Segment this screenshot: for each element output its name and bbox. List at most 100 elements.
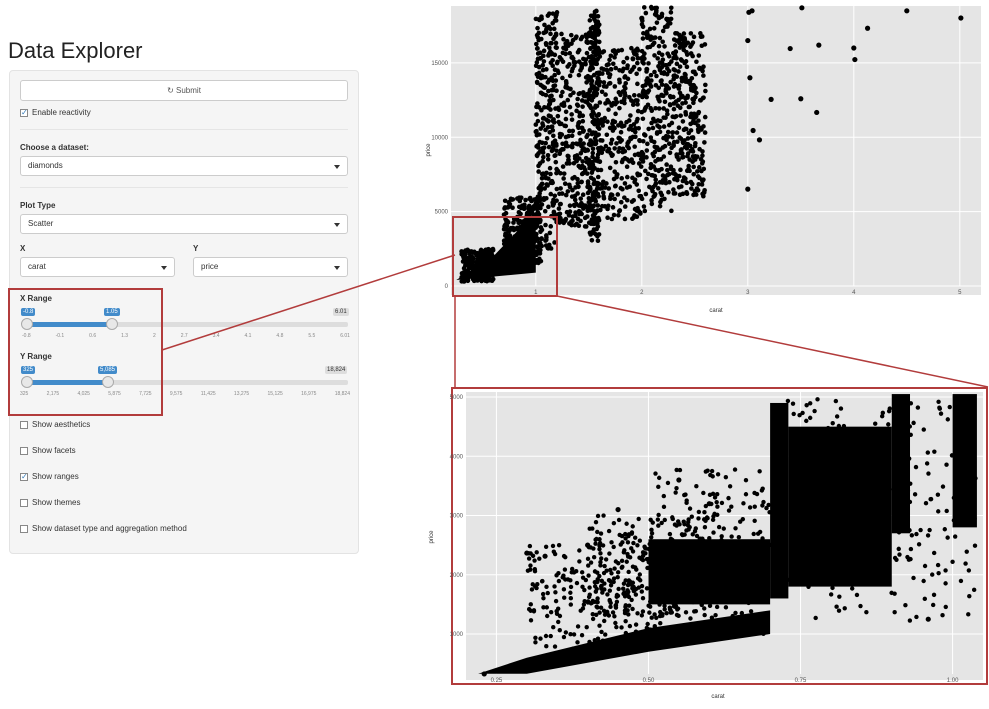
- y-range-high-handle[interactable]: [102, 376, 114, 388]
- data-point: [755, 550, 761, 556]
- data-point: [735, 565, 740, 570]
- data-point: [625, 551, 630, 557]
- data-point: [630, 606, 635, 612]
- data-point: [535, 46, 540, 51]
- data-point: [856, 495, 861, 500]
- data-point: [662, 99, 668, 105]
- data-point: [598, 531, 604, 536]
- data-point: [478, 247, 484, 253]
- data-point: [805, 530, 810, 535]
- data-point: [577, 548, 582, 553]
- data-point: [877, 577, 883, 583]
- data-point: [640, 116, 646, 122]
- data-point: [885, 494, 890, 499]
- data-point: [618, 185, 624, 191]
- data-point: [548, 114, 553, 119]
- show-aesthetics-checkbox[interactable]: Show aesthetics: [20, 420, 90, 429]
- data-point: [748, 609, 754, 614]
- data-point: [699, 600, 705, 605]
- plot-type-select[interactable]: Scatter: [20, 214, 348, 234]
- data-point: [582, 599, 587, 604]
- chevron-down-icon: [334, 165, 340, 169]
- data-point: [547, 11, 552, 16]
- data-point: [647, 541, 652, 547]
- dense-region: [478, 610, 771, 674]
- show-ranges-checkbox[interactable]: ✓ Show ranges: [20, 472, 79, 481]
- y-range-low-handle[interactable]: [21, 376, 33, 388]
- data-point: [687, 143, 693, 149]
- data-point: [620, 149, 626, 155]
- data-point: [534, 60, 540, 65]
- data-point: [611, 576, 617, 581]
- data-point: [630, 175, 635, 181]
- show-themes-checkbox[interactable]: Show themes: [20, 498, 80, 507]
- data-point: [640, 36, 646, 41]
- checkbox-box[interactable]: [20, 420, 28, 429]
- data-point: [660, 39, 665, 45]
- checkbox-box[interactable]: [20, 498, 28, 507]
- x-range-track[interactable]: [26, 322, 348, 327]
- data-point: [931, 550, 937, 556]
- data-point: [662, 603, 667, 609]
- data-point: [590, 526, 595, 531]
- data-point: [518, 211, 523, 217]
- data-point: [713, 613, 718, 618]
- x-select[interactable]: carat: [20, 257, 175, 277]
- data-point: [685, 93, 690, 99]
- checkbox-box[interactable]: ✓: [20, 471, 28, 481]
- data-point: [661, 154, 667, 159]
- data-point: [613, 559, 619, 564]
- data-point: [689, 181, 695, 187]
- data-point: [672, 522, 678, 527]
- data-point: [600, 638, 606, 643]
- data-point: [615, 506, 621, 513]
- checkbox-box[interactable]: ✓: [20, 107, 28, 117]
- data-point: [608, 53, 614, 59]
- data-point: [679, 151, 685, 156]
- x-range-low-handle[interactable]: [21, 318, 33, 330]
- data-point: [595, 182, 601, 187]
- data-point: [561, 176, 566, 181]
- data-point: [639, 589, 645, 594]
- data-point: [597, 546, 602, 552]
- data-point: [577, 130, 582, 136]
- data-point: [609, 102, 614, 107]
- data-point: [656, 43, 662, 49]
- show-dataset-type-checkbox[interactable]: Show dataset type and aggregation method: [20, 524, 187, 533]
- data-point: [571, 90, 576, 96]
- y-range-track[interactable]: [26, 380, 348, 385]
- data-point: [511, 220, 516, 225]
- data-point: [666, 189, 671, 195]
- data-point: [548, 31, 553, 37]
- data-point: [537, 161, 543, 166]
- submit-button[interactable]: ↻ Submit: [20, 80, 348, 101]
- x-range-high-handle[interactable]: [106, 318, 118, 330]
- data-point: [925, 616, 931, 622]
- data-point: [590, 167, 595, 173]
- data-point: [532, 558, 537, 563]
- y-select[interactable]: price: [193, 257, 348, 277]
- data-point: [732, 467, 738, 472]
- data-point: [652, 623, 657, 629]
- data-point: [608, 578, 613, 584]
- data-point: [543, 222, 548, 228]
- data-point: [645, 141, 650, 147]
- data-point: [599, 578, 605, 584]
- data-point: [589, 40, 595, 45]
- data-point: [677, 467, 683, 473]
- enable-reactivity-checkbox[interactable]: ✓ Enable reactivity: [20, 108, 91, 117]
- show-facets-checkbox[interactable]: Show facets: [20, 446, 76, 455]
- data-point: [538, 636, 543, 641]
- data-point: [593, 141, 599, 146]
- dataset-select[interactable]: diamonds: [20, 156, 348, 176]
- y-range-high-tag: 5,085: [98, 366, 118, 374]
- bottom-ylabel: price: [429, 530, 435, 544]
- data-point: [837, 594, 842, 599]
- data-point: [789, 546, 795, 551]
- checkbox-box[interactable]: [20, 524, 28, 533]
- data-point: [579, 632, 585, 638]
- data-point: [622, 100, 627, 106]
- data-point: [547, 230, 553, 236]
- data-point: [667, 531, 673, 537]
- checkbox-box[interactable]: [20, 446, 28, 455]
